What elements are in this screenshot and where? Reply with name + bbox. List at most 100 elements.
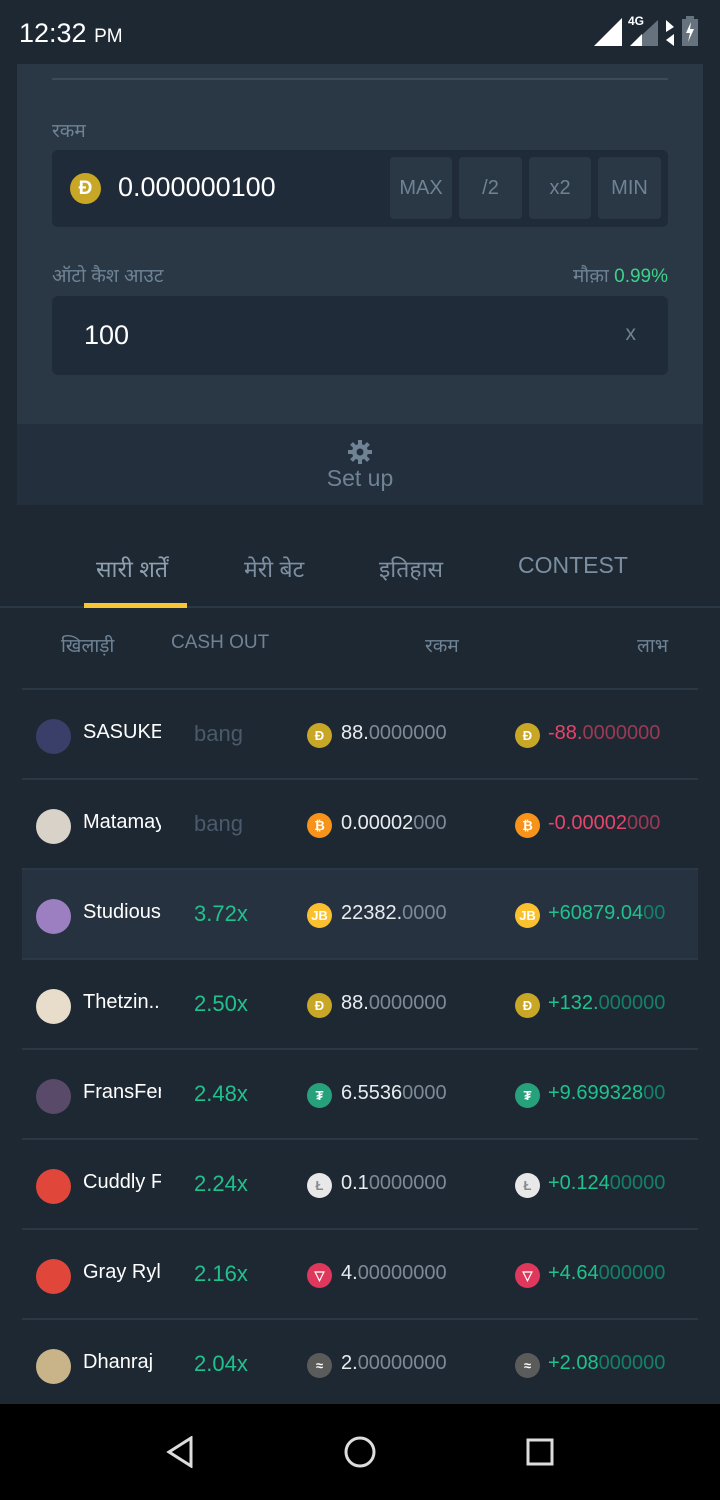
stellar-icon: ≈ [515, 1353, 540, 1378]
cashout-value: bang [194, 811, 243, 836]
bet-amount: 0.10000000 [341, 1172, 447, 1195]
avatar[interactable] [36, 1349, 71, 1384]
table-row[interactable]: Gray Ryle 2.16x ▽ 4.00000000 ▽ +4.640000… [22, 1228, 698, 1318]
auto-cashout-value[interactable]: 100 [84, 320, 130, 350]
android-nav-bar [0, 1404, 720, 1500]
cashout-value: 2.16x [194, 1261, 248, 1286]
tab-all-bets[interactable]: सारी शर्तें [96, 556, 169, 582]
active-tab-indicator [84, 603, 187, 608]
multiplier-suffix: x [625, 322, 637, 345]
jb-icon: JB [307, 903, 332, 928]
auto-cashout-input[interactable]: 100 x [52, 296, 668, 375]
player-name[interactable]: Dhanraj [83, 1351, 154, 1373]
avatar[interactable] [36, 1079, 71, 1114]
amount-input[interactable]: Ð 0.000000100 MAX /2 x2 MIN [52, 150, 668, 227]
profit-main: +132. [548, 992, 599, 1014]
bet-amount: 88.0000000 [341, 722, 447, 745]
player-name[interactable]: SASUKE [83, 721, 161, 743]
bet-amount: 88.0000000 [341, 992, 447, 1015]
cashout-value: 2.24x [194, 1171, 248, 1196]
player-name[interactable]: Cuddly F [83, 1171, 161, 1193]
table-row[interactable]: Dhanraj 2.04x ≈ 2.00000000 ≈ +2.08000000 [22, 1318, 698, 1408]
max-button[interactable]: MAX [390, 157, 452, 219]
doge-icon: Ð [515, 723, 540, 748]
setup-label: Set up [326, 465, 394, 491]
min-button[interactable]: MIN [598, 157, 661, 219]
profit-amount: +9.69932800 [548, 1082, 665, 1105]
profit-main: +9.699328 [548, 1082, 644, 1104]
avatar[interactable] [36, 989, 71, 1024]
back-icon[interactable] [165, 1436, 195, 1468]
avatar[interactable] [36, 809, 71, 844]
setup-button[interactable]: Set up [17, 424, 703, 505]
player-name[interactable]: Thetzin... [83, 991, 161, 1013]
profit-amount: +132.000000 [548, 992, 665, 1015]
bitcoin-icon: ₿ [515, 813, 540, 838]
header-profit: लाभ [637, 636, 669, 657]
amount-main: 0.00002 [341, 812, 414, 834]
amount-main: 6.5536 [341, 1082, 403, 1104]
bet-amount: 0.00002000 [341, 812, 447, 835]
bet-amount: 6.55360000 [341, 1082, 447, 1105]
profit-main: -0.00002 [548, 812, 627, 834]
doge-icon: Ð [307, 723, 332, 748]
battery-charging-icon [682, 16, 698, 46]
table-row[interactable]: Matamay bang ₿ 0.00002000 ₿ -0.00002000 [22, 778, 698, 868]
profit-dim: 000000 [598, 1352, 666, 1374]
profit-main: +2.08 [548, 1352, 599, 1374]
clock: 12:32 PM [19, 18, 123, 49]
amount-main: 2. [341, 1352, 358, 1374]
data-arrows-icon [666, 20, 674, 46]
player-name[interactable]: Matamay [83, 811, 161, 833]
avatar[interactable] [36, 1169, 71, 1204]
profit-dim: 000000 [598, 992, 666, 1014]
table-row[interactable]: SASUKE bang Ð 88.0000000 Ð -88.0000000 [22, 688, 698, 778]
amount-dim: 0000 [402, 902, 447, 924]
table-row[interactable]: Studious 3.72x JB 22382.0000 JB +60879.0… [22, 868, 698, 958]
bet-panel: रकम Ð 0.000000100 MAX /2 x2 MIN ऑटो कैश … [17, 64, 703, 424]
cashout-value: 2.48x [194, 1081, 248, 1106]
table-row[interactable]: Thetzin... 2.50x Ð 88.0000000 Ð +132.000… [22, 958, 698, 1048]
amount-main: 0.1 [341, 1172, 369, 1194]
home-icon[interactable] [344, 1436, 376, 1468]
avatar[interactable] [36, 719, 71, 754]
player-name[interactable]: Studious [83, 901, 161, 923]
amount-dim: 00000000 [357, 1352, 447, 1374]
avatar[interactable] [36, 899, 71, 934]
amount-label: रकम [52, 121, 86, 142]
chance-value: 0.99% [614, 266, 668, 287]
cashout-value: 2.04x [194, 1351, 248, 1376]
table-row[interactable]: FransFer 2.48x ₮ 6.55360000 ₮ +9.6993280… [22, 1048, 698, 1138]
header-cashout: CASH OUT [171, 632, 270, 653]
profit-dim: 000000 [598, 1262, 666, 1284]
table-row[interactable]: Cuddly F 2.24x Ł 0.10000000 Ł +0.1240000… [22, 1138, 698, 1228]
amount-dim: 0000000 [368, 1172, 447, 1194]
time-text: 12:32 [19, 18, 87, 48]
auto-cashout-label: ऑटो कैश आउट [52, 266, 164, 287]
player-name[interactable]: Gray Ryle [83, 1261, 161, 1283]
profit-dim: 0000000 [582, 722, 661, 744]
tab-bar: सारी शर्तें मेरी बेट इतिहास CONTEST [0, 530, 720, 608]
doge-icon: Ð [70, 173, 101, 204]
half-button[interactable]: /2 [459, 157, 522, 219]
doge-icon: Ð [515, 993, 540, 1018]
amount-value[interactable]: 0.000000100 [118, 172, 276, 202]
chance-display: मौक़ा 0.99% [573, 262, 668, 288]
tron-icon: ▽ [515, 1263, 540, 1288]
recents-icon[interactable] [526, 1438, 554, 1466]
tab-history[interactable]: इतिहास [379, 556, 444, 582]
bitcoin-icon: ₿ [307, 813, 332, 838]
profit-main: +4.64 [548, 1262, 599, 1284]
tether-icon: ₮ [515, 1083, 540, 1108]
amount-main: 22382. [341, 902, 403, 924]
stellar-icon: ≈ [307, 1353, 332, 1378]
gear-icon [348, 440, 372, 464]
profit-amount: +2.08000000 [548, 1352, 665, 1375]
jb-icon: JB [515, 903, 540, 928]
amount-dim: 00000000 [357, 1262, 447, 1284]
tab-contest[interactable]: CONTEST [518, 552, 628, 578]
player-name[interactable]: FransFer [83, 1081, 161, 1103]
avatar[interactable] [36, 1259, 71, 1294]
double-button[interactable]: x2 [529, 157, 591, 219]
tab-my-bets[interactable]: मेरी बेट [244, 556, 305, 582]
